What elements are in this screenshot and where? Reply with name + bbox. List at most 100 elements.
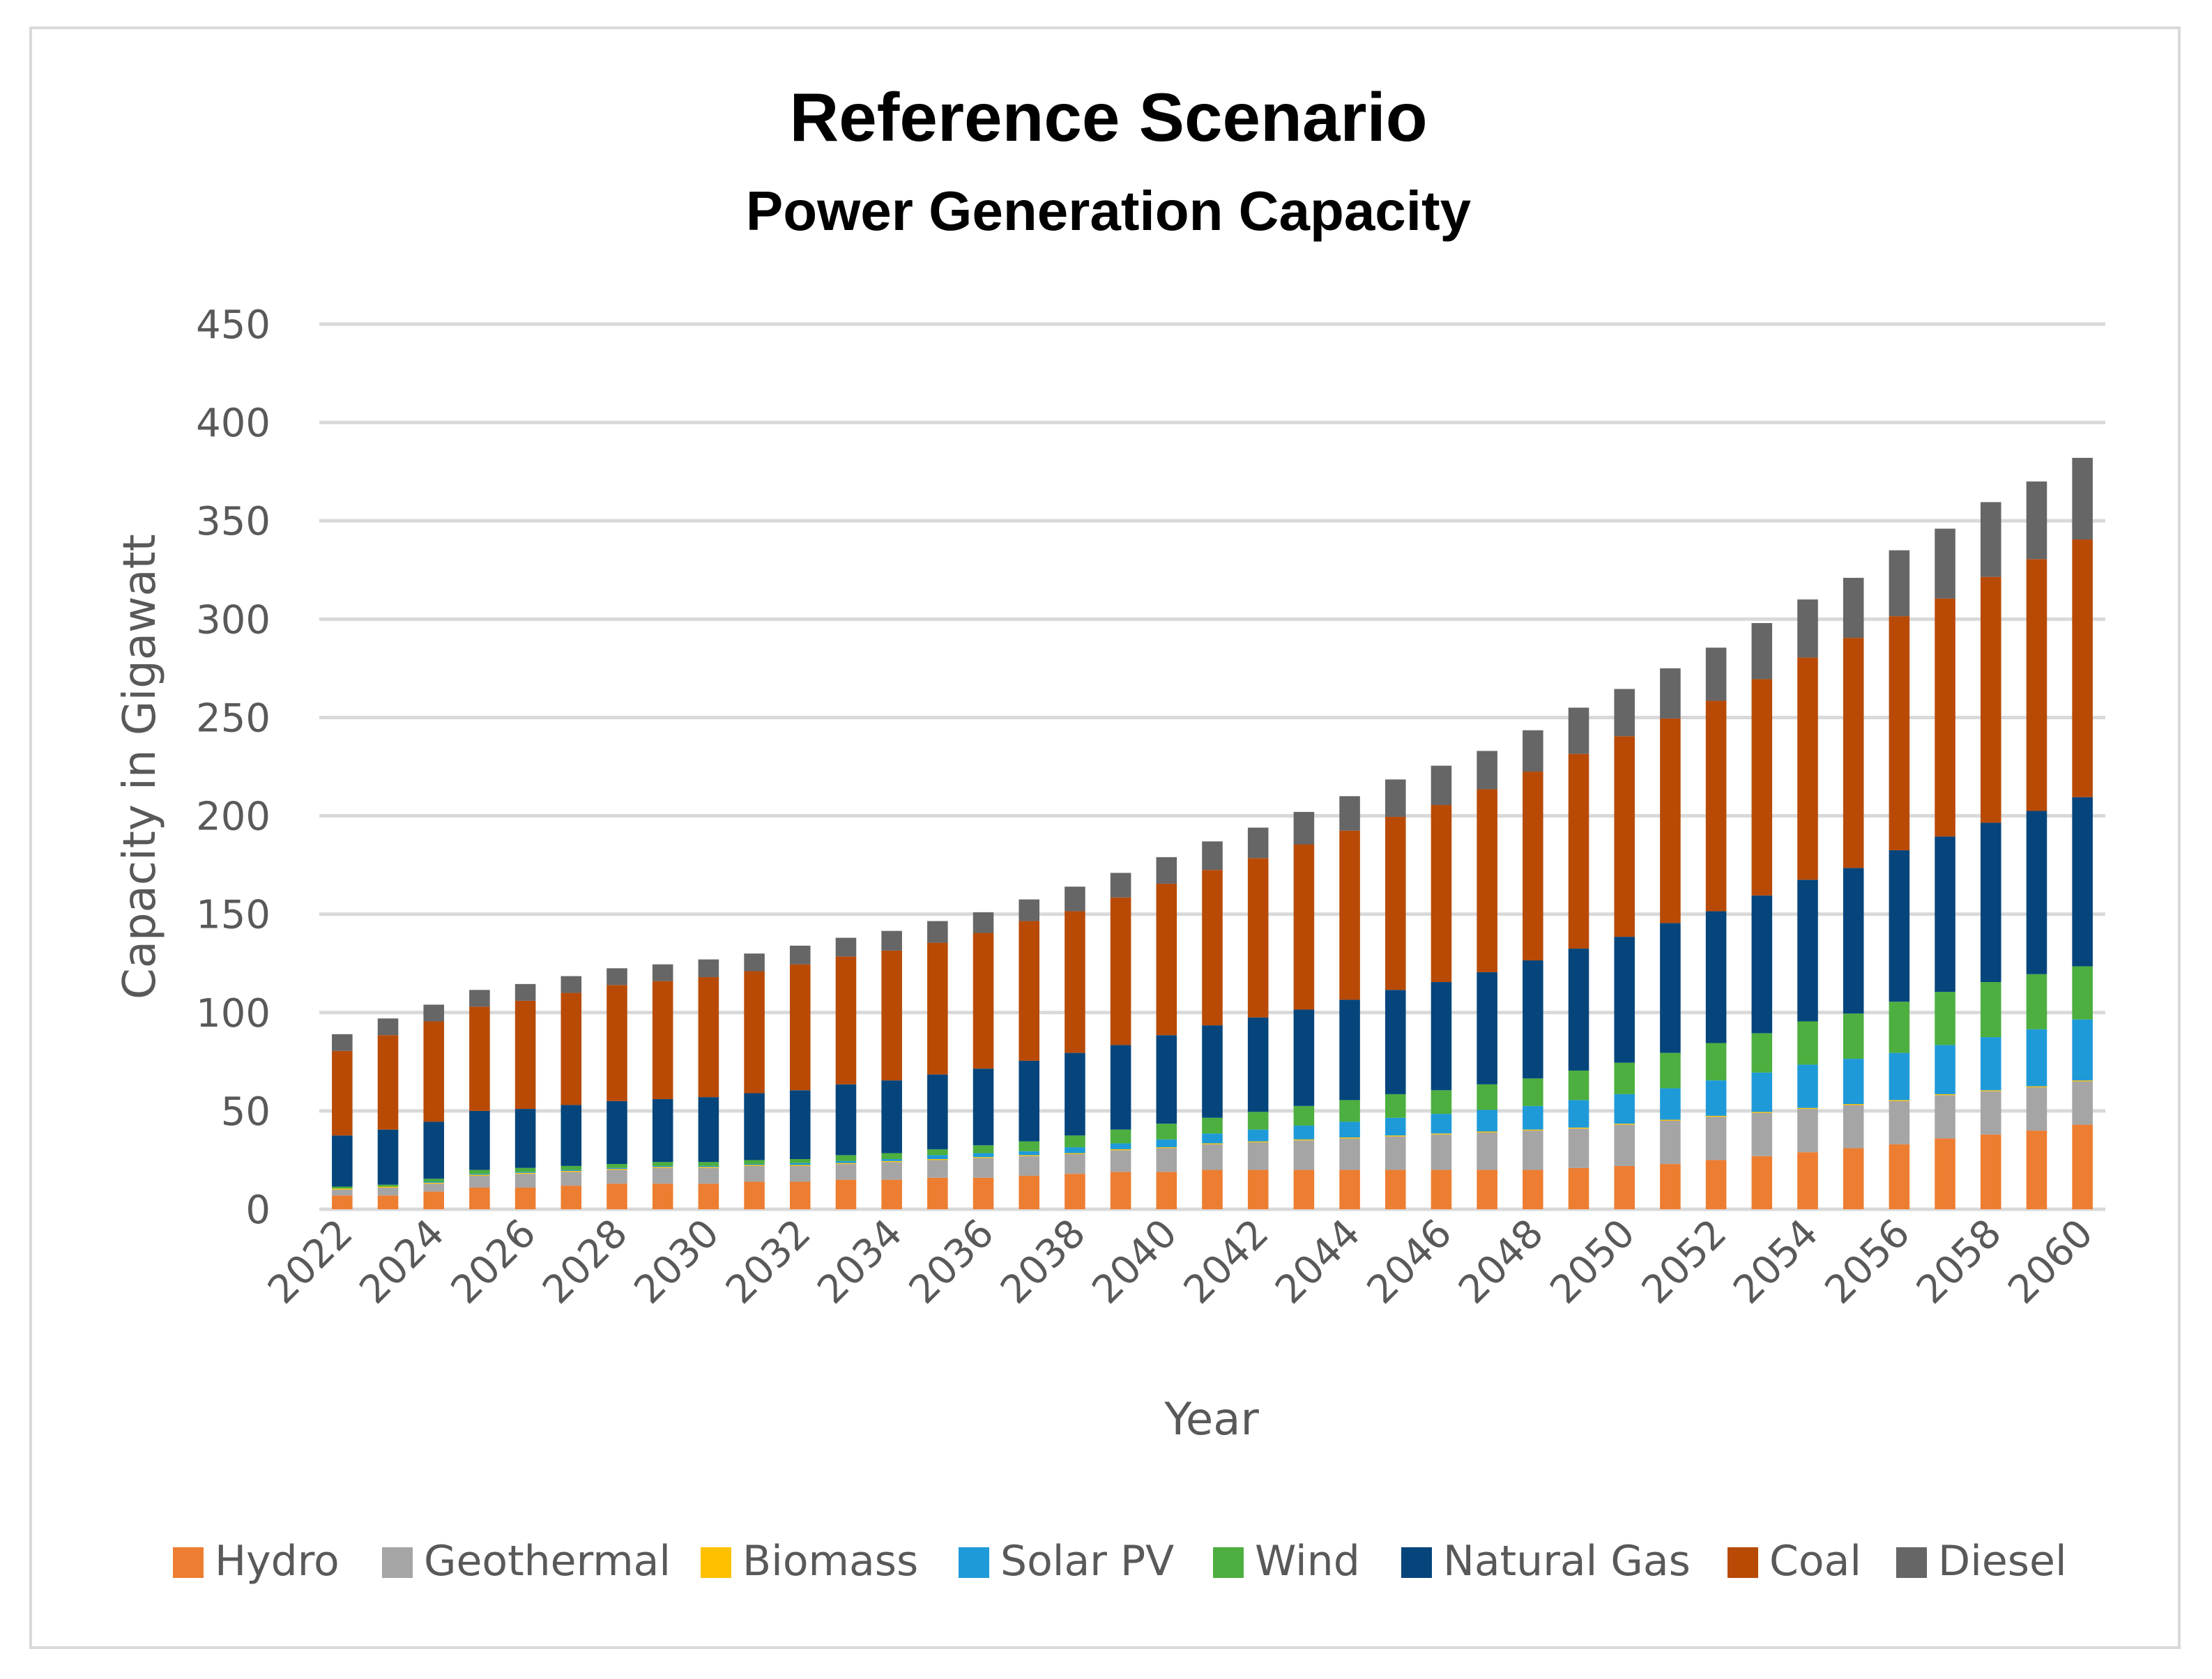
- bar-coal-2059: [2026, 559, 2047, 811]
- bar-diesel-2055: [1843, 578, 1864, 638]
- bar-biomass-2039: [1110, 1149, 1131, 1151]
- x-tick-label: 2058: [1908, 1211, 2011, 1313]
- bar-coal-2045: [1385, 816, 1406, 990]
- bar-diesel-2039: [1110, 873, 1131, 898]
- bar-geothermal-2044: [1339, 1138, 1360, 1170]
- bar-wind-2057: [1935, 992, 1955, 1045]
- bar-geothermal-2027: [560, 1172, 582, 1186]
- bar-wind-2030: [698, 1162, 719, 1166]
- bar-natural-gas-2022: [332, 1135, 353, 1187]
- bar-hydro-2048: [1523, 1170, 1543, 1209]
- bar-wind-2031: [744, 1160, 765, 1165]
- bar-natural-gas-2046: [1431, 982, 1452, 1091]
- bar-hydro-2053: [1751, 1156, 1773, 1209]
- bar-diesel-2024: [423, 1004, 445, 1022]
- bar-coal-2038: [1065, 911, 1085, 1053]
- bar-diesel-2057: [1935, 528, 1955, 599]
- bar-solar-pv-2052: [1705, 1080, 1727, 1116]
- bar-biomass-2026: [514, 1172, 536, 1174]
- bar-hydro-2043: [1293, 1170, 1315, 1209]
- bar-diesel-2027: [560, 976, 582, 993]
- bar-biomass-2054: [1797, 1107, 1818, 1110]
- bar-wind-2040: [1156, 1124, 1177, 1140]
- bar-natural-gas-2042: [1247, 1017, 1269, 1112]
- bar-geothermal-2042: [1247, 1142, 1269, 1170]
- bar-wind-2051: [1660, 1052, 1681, 1089]
- bar-wind-2049: [1568, 1071, 1589, 1101]
- bar-hydro-2031: [744, 1181, 765, 1209]
- bar-solar-pv-2044: [1339, 1121, 1360, 1137]
- bar-wind-2027: [560, 1165, 582, 1170]
- bar-coal-2056: [1889, 616, 1910, 850]
- bar-coal-2043: [1293, 844, 1315, 1010]
- bar-geothermal-2038: [1065, 1153, 1085, 1174]
- bar-natural-gas-2029: [652, 1098, 673, 1163]
- legend-swatch-coal: [1727, 1547, 1758, 1578]
- bar-biomass-2046: [1431, 1133, 1452, 1135]
- bar-solar-pv-2032: [789, 1163, 811, 1165]
- bar-diesel-2046: [1431, 765, 1452, 806]
- x-tick-label: 2028: [534, 1211, 636, 1313]
- bar-geothermal-2036: [972, 1158, 994, 1178]
- bar-coal-2026: [514, 1000, 536, 1110]
- bar-geothermal-2058: [1980, 1091, 2001, 1135]
- bar-wind-2028: [607, 1164, 627, 1168]
- bar-geothermal-2032: [789, 1165, 811, 1182]
- legend-label-biomass: Biomass: [742, 1537, 918, 1586]
- bar-natural-gas-2047: [1477, 972, 1497, 1084]
- y-tick-label: 0: [245, 1188, 270, 1233]
- bar-wind-2047: [1477, 1084, 1497, 1110]
- bar-diesel-2034: [881, 930, 902, 951]
- bar-hydro-2042: [1247, 1170, 1269, 1209]
- bar-hydro-2024: [423, 1191, 445, 1209]
- bar-hydro-2029: [652, 1183, 673, 1209]
- bar-natural-gas-2035: [927, 1074, 948, 1149]
- bar-diesel-2043: [1293, 811, 1315, 845]
- chart-subtitle: Power Generation Capacity: [746, 180, 1472, 242]
- x-axis-ticks: 2022202420262028203020322034203620382040…: [259, 1211, 2102, 1313]
- bar-geothermal-2048: [1523, 1130, 1543, 1170]
- bar-wind-2048: [1523, 1078, 1543, 1106]
- bar-diesel-2050: [1614, 689, 1635, 737]
- bar-solar-pv-2028: [607, 1167, 627, 1170]
- bar-diesel-2040: [1156, 857, 1177, 884]
- bar-wind-2025: [469, 1170, 490, 1174]
- bar-coal-2024: [423, 1021, 445, 1122]
- bar-geothermal-2031: [744, 1165, 765, 1182]
- bar-hydro-2054: [1797, 1152, 1818, 1209]
- bar-solar-pv-2037: [1019, 1151, 1040, 1156]
- bar-coal-2057: [1935, 598, 1955, 837]
- bar-solar-pv-2048: [1523, 1105, 1543, 1130]
- bar-solar-pv-2038: [1065, 1147, 1085, 1153]
- bar-coal-2050: [1614, 736, 1635, 937]
- x-axis-label: Year: [1164, 1394, 1259, 1446]
- bar-natural-gas-2027: [560, 1105, 582, 1166]
- x-tick-label: 2032: [717, 1211, 820, 1313]
- bar-geothermal-2041: [1202, 1144, 1223, 1170]
- bar-diesel-2032: [789, 945, 811, 965]
- bar-coal-2054: [1797, 657, 1818, 880]
- y-tick-label: 150: [196, 893, 270, 938]
- bar-biomass-2057: [1935, 1094, 1955, 1096]
- bar-wind-2058: [1980, 982, 2001, 1038]
- bar-coal-2058: [1980, 576, 2001, 823]
- bar-geothermal-2029: [652, 1167, 673, 1184]
- bar-coal-2033: [835, 956, 857, 1084]
- bar-geothermal-2024: [423, 1183, 445, 1192]
- bar-biomass-2025: [469, 1174, 490, 1176]
- bar-geothermal-2056: [1889, 1101, 1910, 1144]
- bar-wind-2026: [514, 1167, 536, 1172]
- bar-hydro-2027: [560, 1186, 582, 1209]
- bar-biomass-2060: [2072, 1080, 2093, 1082]
- bar-hydro-2051: [1660, 1164, 1681, 1209]
- bar-natural-gas-2041: [1202, 1025, 1223, 1118]
- bar-diesel-2035: [927, 921, 948, 943]
- bar-geothermal-2059: [2026, 1087, 2047, 1131]
- bar-hydro-2036: [972, 1177, 994, 1209]
- bar-natural-gas-2037: [1019, 1060, 1040, 1142]
- x-tick-label: 2046: [1359, 1211, 1461, 1313]
- bar-wind-2050: [1614, 1062, 1635, 1094]
- bar-solar-pv-2043: [1293, 1126, 1315, 1140]
- bar-biomass-2044: [1339, 1137, 1360, 1139]
- chart-frame: [29, 26, 2181, 1649]
